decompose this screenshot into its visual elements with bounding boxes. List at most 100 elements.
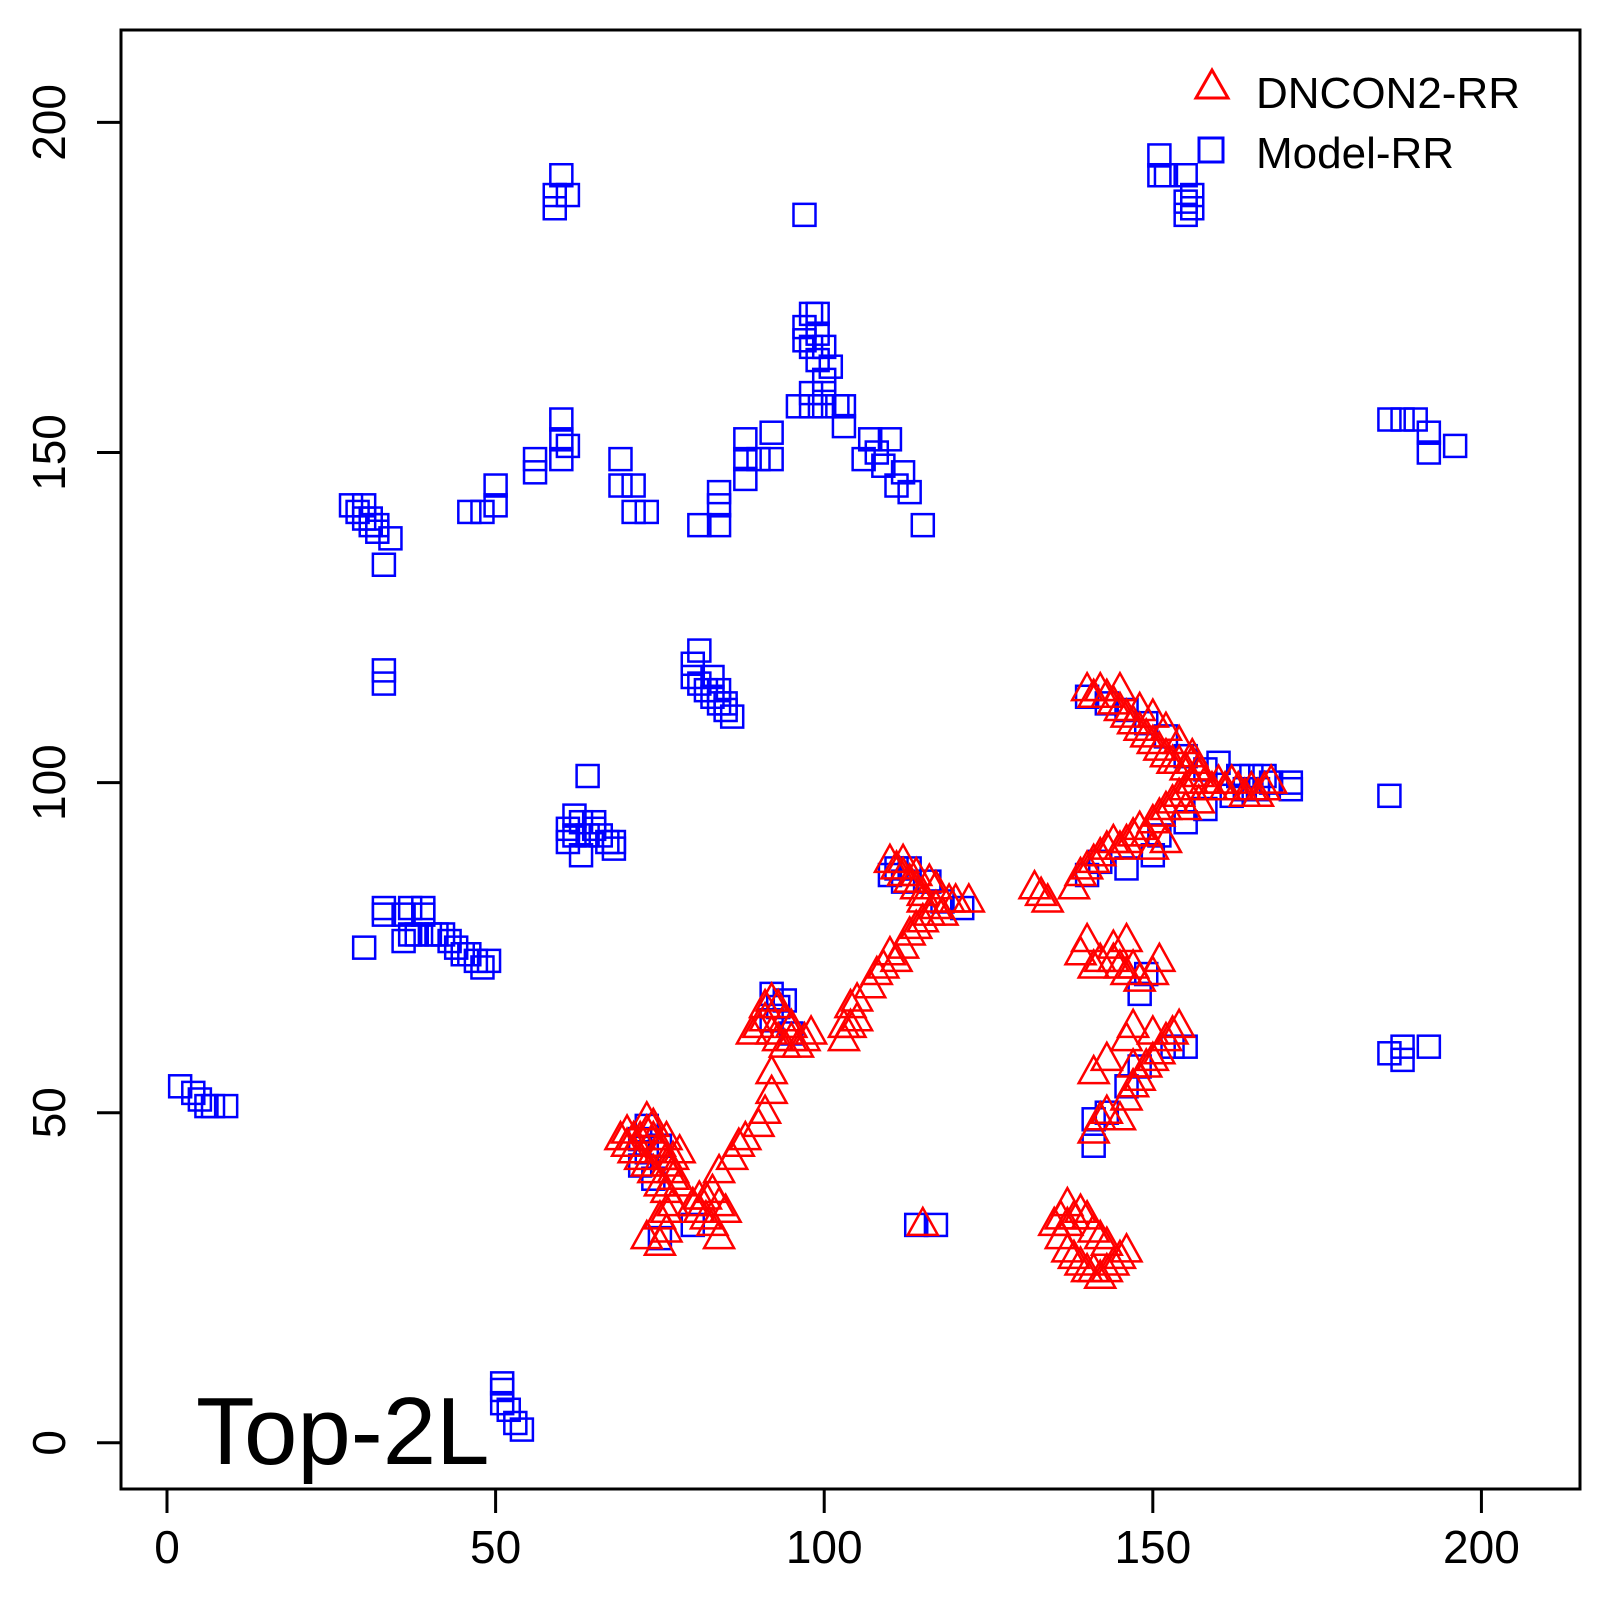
model-rr-point: [483, 493, 508, 518]
model-rr-point: [601, 829, 627, 855]
model-rr-point: [470, 499, 495, 525]
dncon2-rr-point: [1148, 710, 1184, 742]
model-rr-point: [181, 1080, 206, 1106]
dncon2-rr-point: [912, 862, 947, 893]
y-tick-label: 150: [23, 414, 75, 491]
dncon2-rr-point: [603, 1119, 638, 1151]
model-rr-point: [489, 1371, 515, 1396]
model-rr-point: [811, 334, 837, 360]
model-rr-point: [549, 407, 574, 432]
model-rr-point: [851, 446, 876, 472]
model-rr-point: [1114, 856, 1139, 881]
model-rr-point: [706, 677, 732, 703]
dncon2-rr-point: [833, 1007, 868, 1039]
model-rr-point: [864, 440, 890, 465]
points-layer: [167, 143, 1468, 1442]
dncon2-rr-point: [1135, 829, 1170, 860]
model-rr-point: [831, 394, 857, 419]
model-rr-point: [470, 955, 495, 980]
model-rr-point: [411, 895, 436, 921]
dncon2-rr-point: [918, 868, 954, 900]
model-rr-point: [463, 948, 489, 974]
dncon2-rr-point: [833, 987, 868, 1019]
dncon2-rr-point: [1122, 961, 1157, 992]
dncon2-rr-point: [1161, 723, 1197, 755]
model-rr-point: [897, 479, 922, 505]
model-rr-point: [542, 182, 568, 208]
dncon2-rr-point: [879, 848, 914, 880]
model-rr-point: [575, 823, 600, 848]
dncon2-rr-point: [1142, 941, 1177, 973]
model-rr-point: [759, 420, 784, 445]
model-rr-point: [759, 446, 784, 472]
model-rr-point: [792, 314, 817, 340]
model-rr-point: [496, 1397, 522, 1423]
dncon2-rr-point: [1089, 1225, 1124, 1256]
dncon2-rr-point: [688, 1178, 724, 1210]
model-rr-point: [831, 413, 857, 439]
dncon2-rr-point: [1115, 1007, 1151, 1039]
model-rr-point: [811, 394, 837, 419]
model-rr-point: [1179, 182, 1205, 208]
dncon2-rr-point: [649, 1192, 684, 1223]
dncon2-rr-point: [1102, 690, 1138, 722]
model-rr-point: [351, 493, 377, 518]
model-rr-point: [568, 809, 594, 835]
model-rr-point: [1173, 189, 1198, 214]
model-rr-point: [1416, 440, 1442, 465]
model-rr-point: [1416, 420, 1442, 445]
model-rr-point: [562, 823, 587, 848]
model-rr-point: [338, 493, 364, 518]
model-rr-point: [634, 499, 660, 525]
model-rr-point: [680, 664, 706, 690]
dncon2-rr-point: [1168, 789, 1203, 821]
y-tick-label: 100: [23, 744, 75, 821]
model-rr-point: [706, 512, 732, 538]
dncon2-rr-point: [1023, 875, 1059, 907]
dncon2-rr-point: [609, 1112, 645, 1144]
model-rr-point: [733, 466, 758, 492]
model-rr-point: [549, 446, 574, 472]
dncon2-rr-point: [767, 1000, 802, 1032]
dncon2-rr-point: [1050, 1185, 1085, 1217]
dncon2-rr-point: [754, 980, 789, 1012]
model-rr-point: [575, 763, 600, 789]
model-rr-point: [884, 473, 909, 498]
dncon2-rr-point: [655, 1139, 691, 1171]
model-rr-point: [1173, 202, 1198, 228]
legend-marker-square: [1197, 136, 1225, 164]
dncon2-rr-point: [1175, 736, 1210, 768]
dncon2-rr-point: [1161, 1007, 1197, 1039]
model-rr-point: [805, 321, 830, 346]
model-rr-point: [187, 1087, 213, 1112]
y-axis: 0 50 100 150 200: [23, 84, 123, 1456]
dncon2-rr-point: [1109, 697, 1144, 728]
dncon2-rr-point: [951, 881, 986, 913]
model-rr-point: [555, 829, 581, 855]
model-rr-point: [700, 684, 725, 710]
model-rr-point: [1153, 162, 1179, 188]
model-rr-point: [371, 895, 397, 921]
model-rr-point: [687, 512, 712, 538]
dncon2-rr-point: [721, 1126, 756, 1157]
model-rr-point: [549, 162, 574, 188]
model-rr-point: [391, 902, 416, 927]
model-rr-point: [811, 367, 837, 393]
model-rr-point: [443, 935, 469, 960]
dncon2-rr-point: [754, 1053, 789, 1085]
model-rr-point: [621, 499, 646, 525]
model-rr-point: [371, 671, 397, 696]
dncon2-rr-point: [1083, 670, 1118, 702]
model-rr-point: [581, 809, 607, 835]
dncon2-rr-point: [1102, 1099, 1138, 1131]
model-rr-point: [811, 380, 837, 406]
dncon2-rr-point: [1214, 763, 1249, 794]
dncon2-rr-point: [649, 1119, 684, 1151]
model-rr-point: [457, 942, 482, 967]
x-tick-label: 50: [470, 1521, 521, 1573]
model-rr-point: [798, 394, 824, 419]
model-rr-point: [1147, 143, 1172, 168]
y-tick-label: 50: [23, 1087, 75, 1138]
dncon2-rr-point: [774, 1007, 809, 1039]
dncon2-rr-point: [1089, 1040, 1124, 1072]
